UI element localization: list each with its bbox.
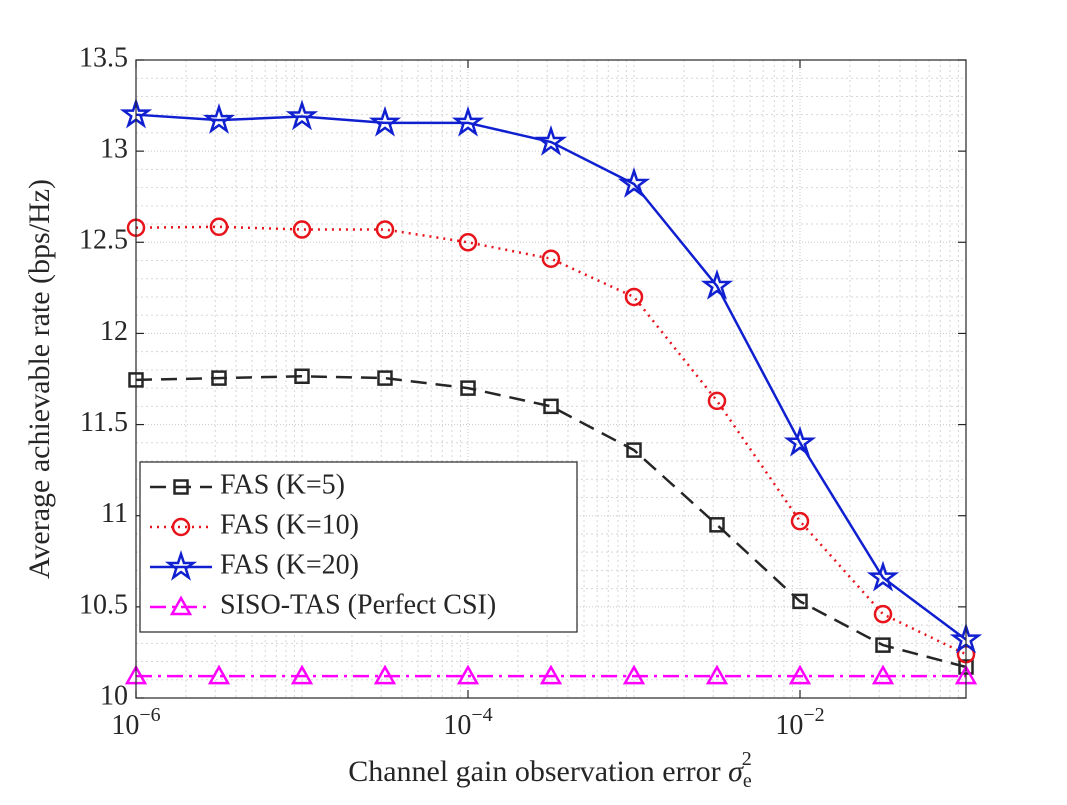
data-point bbox=[368, 105, 402, 137]
y-tick-label: 13 bbox=[100, 134, 128, 165]
legend-label: FAS (K=20) bbox=[220, 549, 359, 580]
data-point bbox=[451, 105, 485, 137]
x-label-sup: 2 bbox=[742, 748, 752, 770]
x-axis-label: Channel gain observation error σe2 bbox=[348, 748, 752, 792]
data-point bbox=[456, 664, 480, 685]
data-point bbox=[377, 370, 393, 386]
y-tick-label: 12 bbox=[100, 316, 128, 347]
data-point bbox=[875, 637, 891, 653]
data-point bbox=[211, 370, 227, 386]
data-point bbox=[534, 125, 568, 156]
legend-box bbox=[139, 461, 578, 633]
x-tick-exponent: −4 bbox=[471, 704, 492, 726]
x-tick-exponent: −2 bbox=[803, 704, 824, 726]
plot bbox=[119, 97, 983, 685]
data-point bbox=[624, 287, 644, 307]
legend-marker bbox=[173, 479, 189, 495]
y-axis-label: Average achievable rate (bps/Hz) bbox=[23, 179, 56, 579]
data-point bbox=[626, 442, 642, 458]
data-point bbox=[783, 425, 817, 457]
x-tick-base: 10 bbox=[111, 710, 139, 741]
y-tick-label: 11 bbox=[101, 498, 128, 529]
data-point bbox=[539, 664, 563, 685]
data-point bbox=[873, 604, 893, 624]
x-tick-base: 10 bbox=[775, 710, 803, 741]
y-tick-label: 12.5 bbox=[79, 225, 128, 256]
data-point bbox=[285, 99, 319, 131]
series-line bbox=[135, 113, 967, 641]
legend: FAS (K=5) FAS (K=10) FAS (K=20) SISO-TAS (P… bbox=[139, 461, 578, 633]
legend-marker bbox=[171, 517, 191, 537]
data-point bbox=[460, 380, 476, 396]
data-point bbox=[707, 391, 727, 411]
x-tick-label: 10−4 bbox=[443, 704, 492, 742]
data-point bbox=[207, 664, 231, 685]
data-point bbox=[866, 560, 900, 592]
data-point bbox=[290, 664, 314, 685]
y-tick-label: 10 bbox=[100, 680, 128, 711]
data-point bbox=[871, 664, 895, 685]
data-point bbox=[209, 217, 229, 237]
data-point bbox=[700, 269, 734, 300]
data-point bbox=[373, 664, 397, 685]
x-label-symbol: σ bbox=[728, 755, 744, 788]
data-point bbox=[543, 398, 559, 415]
data-point bbox=[622, 664, 646, 685]
legend-label: FAS (K=5) bbox=[220, 469, 345, 500]
data-point bbox=[375, 220, 395, 239]
x-tick-base: 10 bbox=[443, 710, 471, 741]
data-point bbox=[705, 664, 729, 685]
data-point bbox=[788, 664, 812, 685]
data-point bbox=[790, 511, 810, 531]
data-point bbox=[709, 517, 725, 533]
legend-label: SISO-TAS (Perfect CSI) bbox=[220, 589, 496, 620]
data-point bbox=[292, 220, 312, 239]
x-label-sub: e bbox=[743, 770, 752, 792]
y-tick-label: 11.5 bbox=[80, 407, 128, 438]
data-point bbox=[458, 233, 478, 252]
axes-box bbox=[135, 59, 967, 699]
x-label-text: Channel gain observation error bbox=[348, 755, 728, 788]
legend-marker bbox=[164, 549, 198, 581]
legend-label: FAS (K=10) bbox=[220, 509, 359, 540]
data-point bbox=[202, 103, 236, 134]
data-point bbox=[294, 368, 310, 385]
data-point bbox=[792, 593, 808, 610]
legend-marker bbox=[169, 595, 193, 616]
x-tick-label: 10−2 bbox=[775, 704, 824, 742]
x-tick-label: 10−6 bbox=[111, 704, 160, 742]
data-point bbox=[541, 249, 561, 268]
x-tick-exponent: −6 bbox=[139, 704, 160, 726]
series-line bbox=[135, 375, 967, 669]
y-tick-label: 10.5 bbox=[79, 589, 128, 620]
y-tick-label: 13.5 bbox=[79, 42, 128, 73]
data-point bbox=[617, 166, 651, 198]
